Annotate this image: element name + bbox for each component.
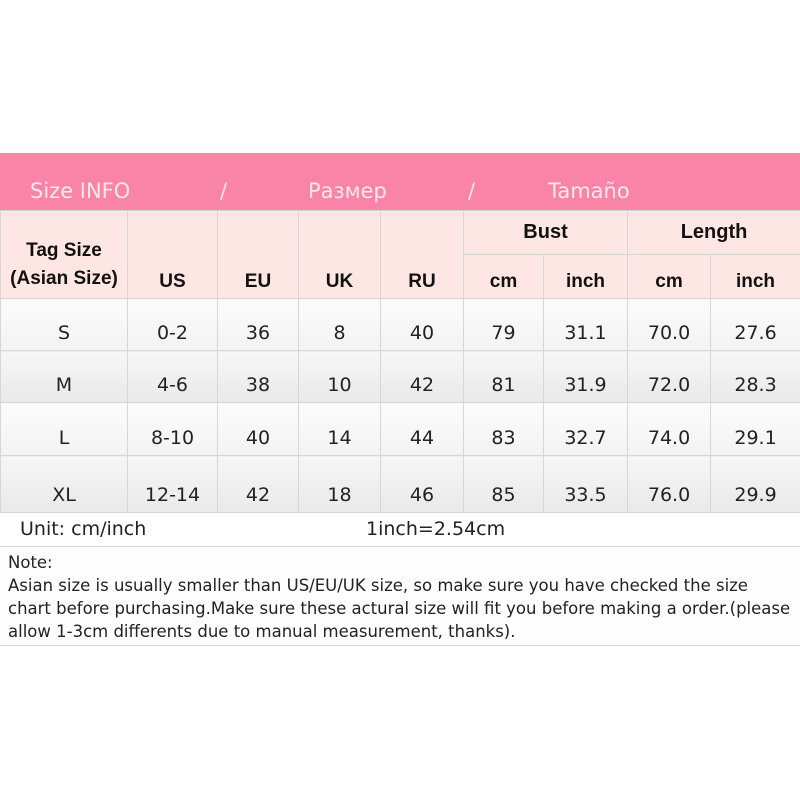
title-separator: / [468,179,476,203]
table-cell: 8 [298,298,381,351]
table-cell: 81 [463,350,544,403]
table-cell: 0-2 [127,298,218,351]
table-cell: L [0,402,128,456]
header-us: US [127,210,218,299]
table-cell: 38 [217,350,299,403]
table-cell: 14 [298,402,381,456]
table-cell: 76.0 [627,455,712,513]
title-size-info: Size INFO [30,179,131,203]
header-eu: EU [217,210,299,299]
title-spanish: Tamaño [548,179,630,203]
table-cell: 72.0 [627,350,712,403]
size-table: Tag Size (Asian Size) US EU UK RU Bust Le… [0,210,800,513]
header-ru: RU [380,210,464,299]
table-cell: 12-14 [127,455,218,513]
table-cell: 83 [463,402,544,456]
table-cell: 31.1 [542,298,629,351]
table-cell: 10 [298,350,381,403]
title-separator: / [220,179,228,203]
unit-conversion: 1inch=2.54cm [366,518,506,540]
header-length-cm: cm [627,254,712,299]
table-cell: 27.6 [710,298,800,351]
unit-label: Unit: cm/inch [20,518,147,540]
table-cell: 44 [380,402,464,456]
header-length: Length [627,210,800,255]
table-cell: 28.3 [710,350,800,403]
note-text: Asian size is usually smaller than US/EU… [8,576,791,641]
header-bust-inch: inch [542,254,629,299]
table-cell: 8-10 [127,402,218,456]
table-cell: 33.5 [542,455,629,513]
header-bust-cm: cm [463,254,544,299]
table-row: L 8-10 40 14 44 83 32.7 74.0 29.1 [0,402,800,456]
table-cell: 40 [217,402,299,456]
table-cell: 42 [380,350,464,403]
table-cell: 42 [217,455,299,513]
table-cell: 85 [463,455,544,513]
size-chart-title-bar: Size INFO / Размер / Tamaño [0,153,800,210]
note-box: Note: Asian size is usually smaller than… [0,547,800,646]
header-uk: UK [298,210,381,299]
unit-row: Unit: cm/inch 1inch=2.54cm [0,513,800,547]
table-row: XL 12-14 42 18 46 85 33.5 76.0 29.9 [0,455,800,513]
note-heading: Note: [8,553,53,572]
table-row: S 0-2 36 8 40 79 31.1 70.0 27.6 [0,298,800,351]
table-cell: 32.7 [542,402,629,456]
table-cell: 29.9 [710,455,800,513]
header-bust: Bust [462,210,629,255]
table-cell: 18 [298,455,381,513]
table-cell: 29.1 [710,402,800,456]
table-cell: S [0,298,128,351]
title-russian: Размер [308,179,387,203]
table-cell: 4-6 [127,350,218,403]
table-cell: 40 [380,298,464,351]
table-cell: M [0,350,128,403]
table-cell: 79 [463,298,544,351]
table-cell: 36 [217,298,299,351]
header-length-inch: inch [710,254,800,299]
table-cell: 31.9 [542,350,629,403]
size-chart: Size INFO / Размер / Tamaño Tag Size (Asi… [0,153,800,646]
header-tag-size: Tag Size (Asian Size) [0,210,128,299]
table-cell: 74.0 [627,402,712,456]
table-row: M 4-6 38 10 42 81 31.9 72.0 28.3 [0,350,800,403]
table-cell: 70.0 [627,298,712,351]
table-cell: 46 [380,455,464,513]
table-cell: XL [0,455,128,513]
